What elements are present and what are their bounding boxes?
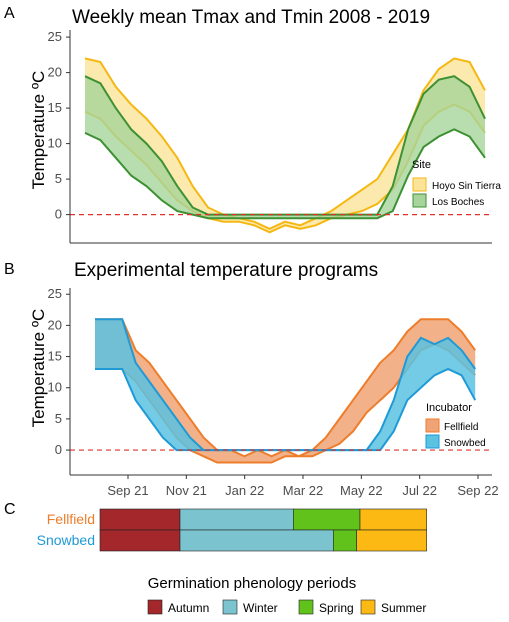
legend-label-boches: Los Boches [432, 197, 484, 208]
panel-c-label: C [4, 501, 16, 518]
panel-a-label: A [4, 5, 15, 22]
phenology-legend-items: Autumn Winter Spring Summer [147, 599, 426, 615]
y-tick-label: 0 [55, 207, 62, 222]
y-tick-label: 10 [48, 136, 62, 151]
x-tick-label: Sep 21 [107, 483, 148, 498]
snowbed-tmin-line [95, 367, 477, 452]
y-tick-label: 5 [55, 171, 62, 186]
panel-a-series [84, 57, 486, 234]
panel-b-legend: Incubator Fellfield Snowbed [425, 402, 486, 449]
y-tick-label: 20 [48, 317, 62, 332]
panel-b-series [95, 318, 477, 464]
bar-fellfield-winter [179, 508, 294, 531]
panel-a: A Weekly mean Tmax and Tmin 2008 - 2019 … [4, 5, 501, 244]
y-tick-label: 0 [55, 442, 62, 457]
y-tick-label: 5 [55, 411, 62, 426]
panel-b-x-ticks: Sep 21 Nov 21 Jan 22 Mar 22 May 22 Jul 22 Sep … [107, 475, 499, 498]
legend-swatch-snowbed [425, 434, 440, 449]
y-tick-label: 25 [48, 29, 62, 44]
bar-fellfield-autumn [99, 508, 181, 531]
y-tick-label: 20 [48, 65, 62, 80]
panel-b: B Experimental temperature programs Temp… [4, 260, 499, 498]
legend-swatch-hoyo [412, 177, 427, 192]
x-tick-label: May 22 [340, 483, 383, 498]
x-tick-label: Jul 22 [402, 483, 437, 498]
panel-b-ylabel: Temperature ºC [29, 309, 48, 428]
phenology-swatch-winter [222, 599, 238, 615]
phenology-swatch-autumn [147, 599, 163, 615]
fellfield-ribbon [95, 319, 476, 463]
phenology-label-autumn: Autumn [168, 601, 209, 615]
bar-snowbed-summer [356, 529, 427, 552]
legend-swatch-boches [412, 193, 427, 208]
phenology-legend: Germination phenology periods Autumn Wint… [147, 575, 426, 615]
phenology-label-winter: Winter [243, 601, 278, 615]
panel-b-y-ticks: 0 5 10 15 20 25 [48, 286, 70, 457]
phenology-label-spring: Spring [319, 601, 354, 615]
bar-snowbed-spring [333, 529, 357, 552]
phenology-legend-title: Germination phenology periods [148, 575, 356, 592]
bar-fellfield-summer [359, 508, 427, 531]
y-tick-label: 25 [48, 286, 62, 301]
bar-fellfield-spring [293, 508, 361, 531]
y-tick-label: 10 [48, 380, 62, 395]
los-boches-tmax-line [84, 75, 486, 216]
legend-label-snowbed: Snowbed [444, 438, 486, 449]
panel-a-legend: Site Hoyo Sin Tierra Los Boches [412, 159, 501, 208]
panel-a-title: Weekly mean Tmax and Tmin 2008 - 2019 [72, 7, 430, 28]
panel-a-legend-title: Site [412, 159, 431, 171]
x-tick-label: Jan 22 [225, 483, 264, 498]
bar-snowbed-winter [179, 529, 334, 552]
row-label-fellfield: Fellfield [47, 511, 95, 527]
bar-snowbed-autumn [99, 529, 181, 552]
panel-a-ylabel: Temperature ºC [29, 71, 48, 190]
x-tick-label: Nov 21 [166, 483, 207, 498]
hoyo-sin-tierra-ribbon [85, 58, 485, 233]
panel-b-title: Experimental temperature programs [74, 260, 378, 281]
y-tick-label: 15 [48, 349, 62, 364]
panel-c: C Fellfield Snowbed [4, 501, 427, 552]
los-boches-ribbon [85, 76, 485, 219]
row-label-snowbed: Snowbed [37, 532, 95, 548]
legend-swatch-fellfield [425, 418, 440, 433]
panel-a-y-ticks: 0 5 10 15 20 25 [48, 29, 70, 222]
x-tick-label: Sep 22 [457, 483, 498, 498]
phenology-swatch-summer [360, 599, 376, 615]
los-boches-tmin-line [84, 128, 486, 220]
legend-label-hoyo: Hoyo Sin Tierra [432, 181, 501, 192]
panel-b-legend-title: Incubator [426, 402, 472, 414]
y-tick-label: 15 [48, 100, 62, 115]
x-tick-label: Mar 22 [283, 483, 323, 498]
phenology-swatch-spring [298, 599, 314, 615]
phenology-label-summer: Summer [381, 601, 426, 615]
panel-b-label: B [4, 261, 15, 278]
panel-c-row-labels: Fellfield Snowbed [37, 511, 95, 548]
panel-c-bars [99, 508, 427, 552]
legend-label-fellfield: Fellfield [444, 422, 478, 433]
